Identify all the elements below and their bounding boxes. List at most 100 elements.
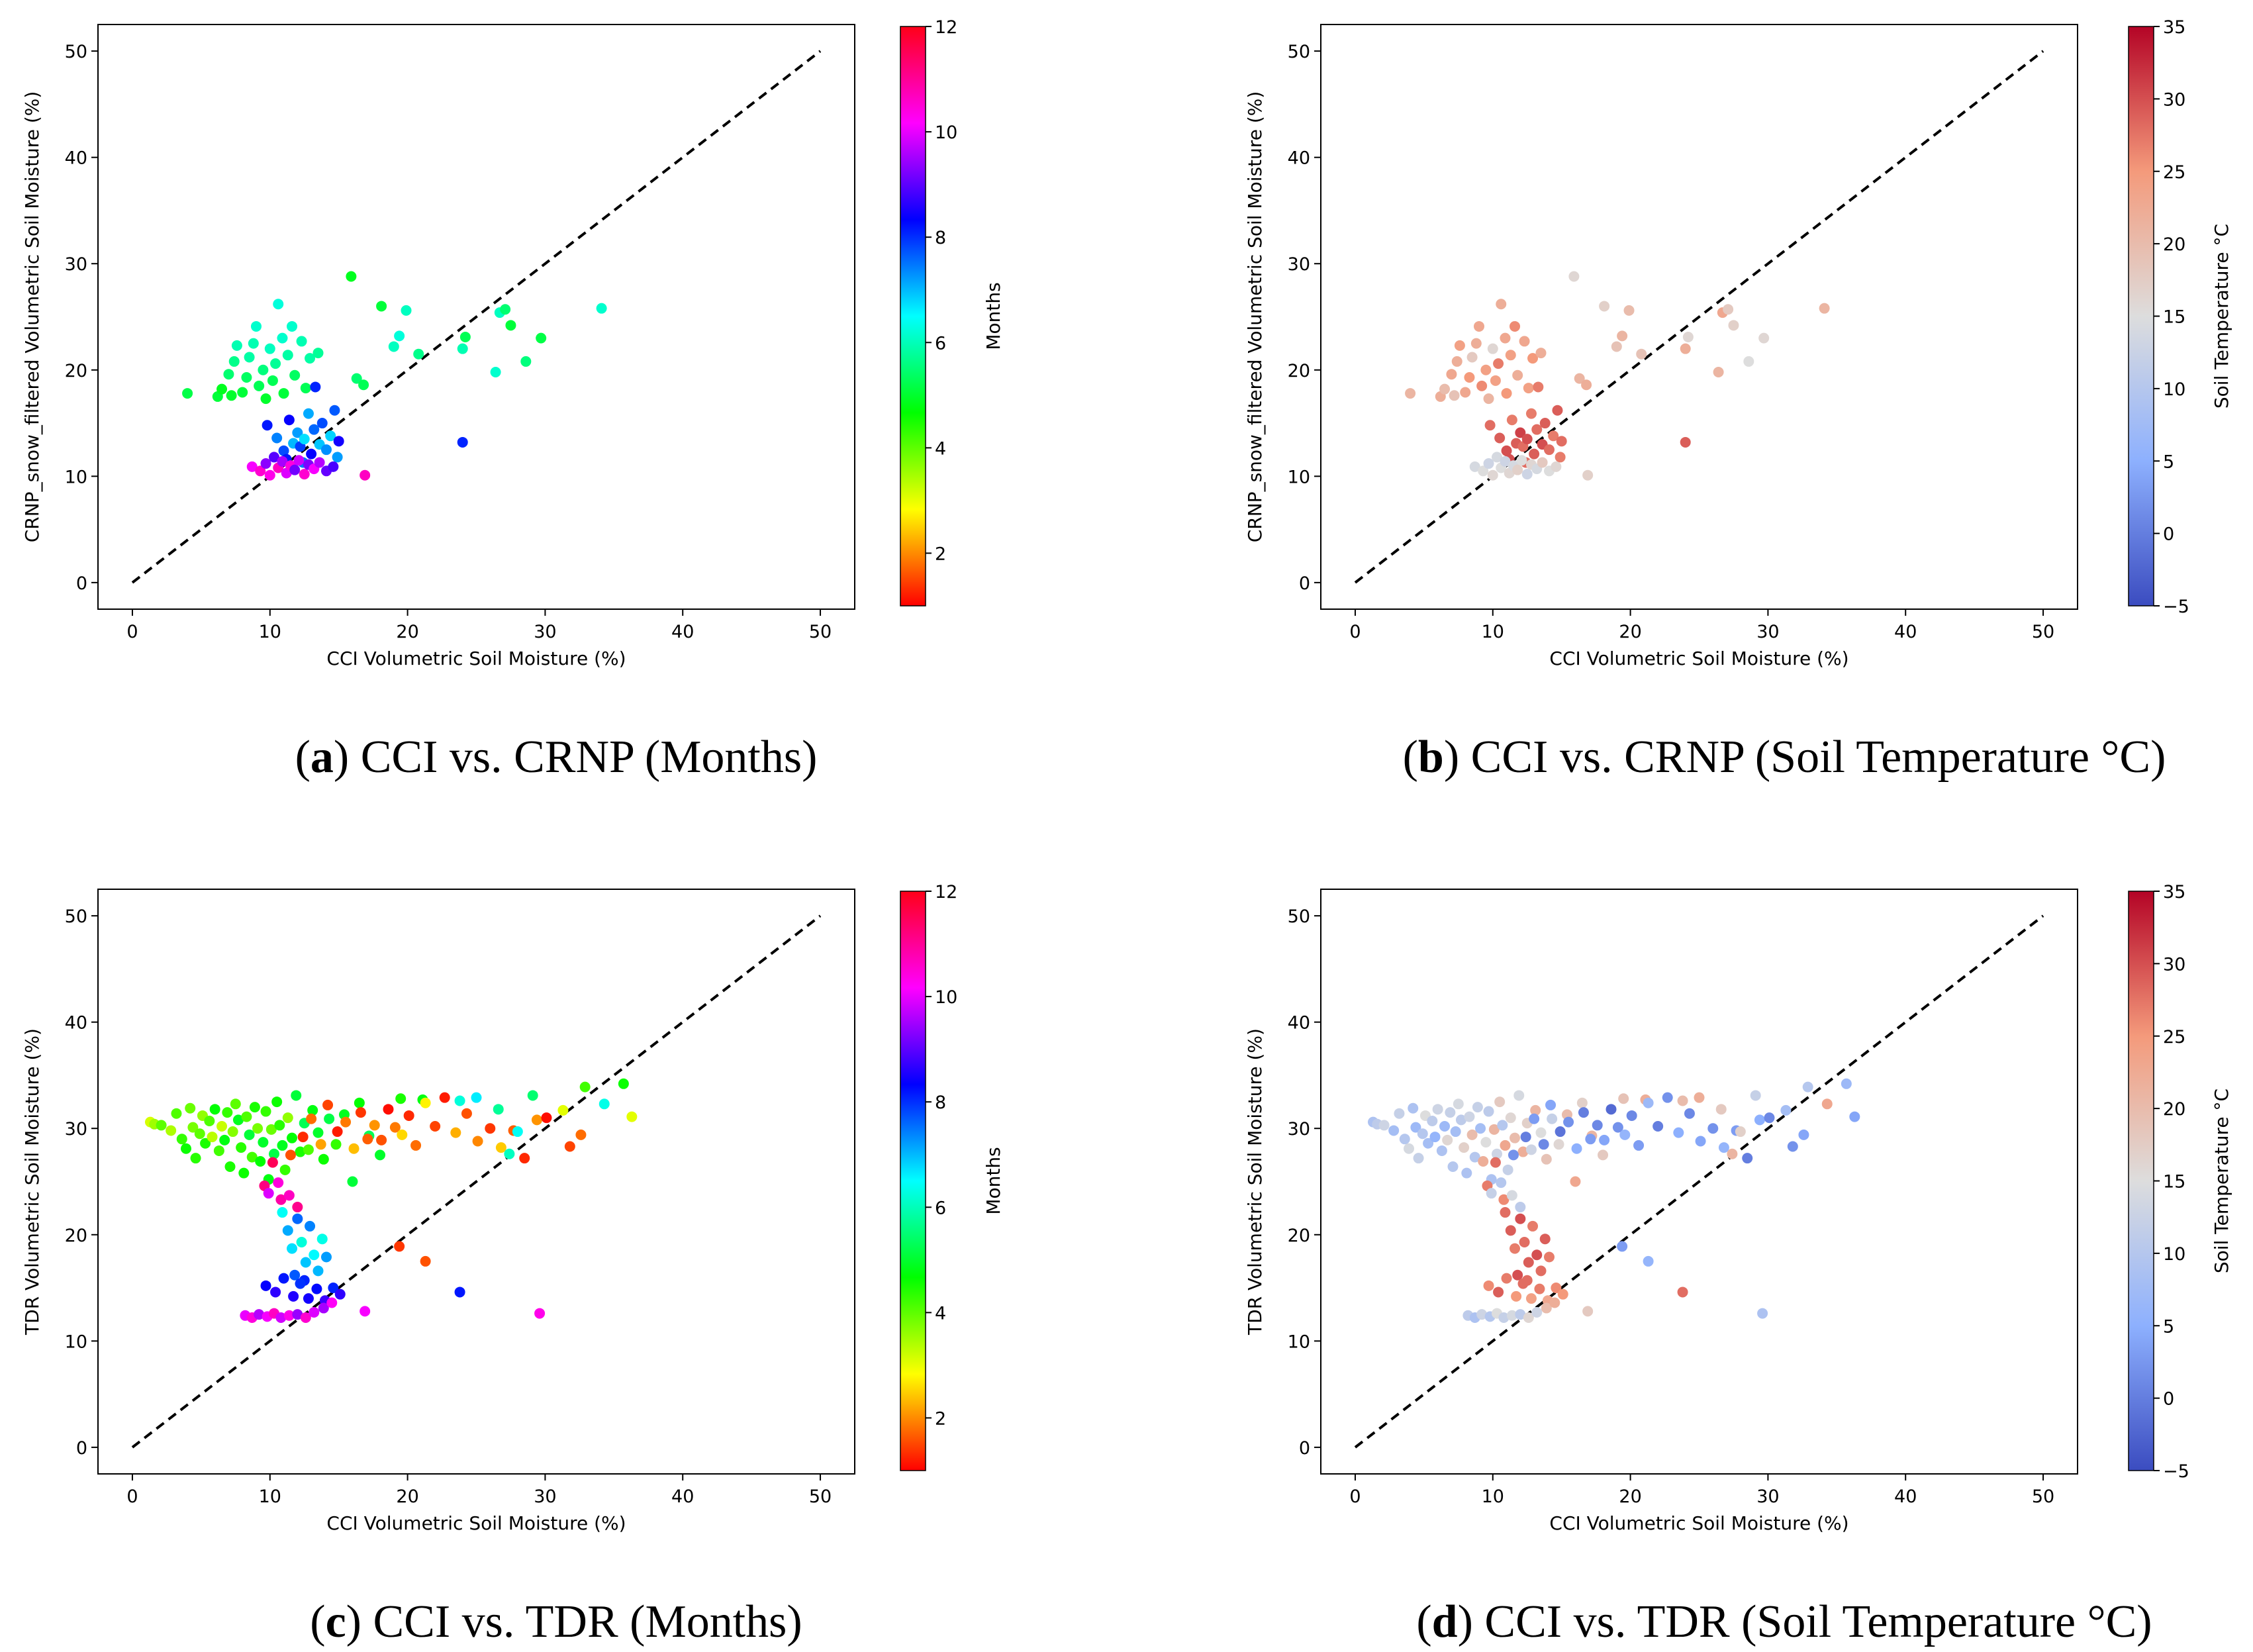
y-tick-label: 0 xyxy=(1299,1438,1310,1459)
data-point xyxy=(420,1255,431,1267)
data-point xyxy=(316,418,328,429)
data-point xyxy=(287,1243,298,1254)
data-point xyxy=(292,1213,303,1224)
data-point xyxy=(270,1287,281,1298)
data-point xyxy=(1513,1090,1525,1101)
data-point xyxy=(531,1114,542,1126)
y-tick-label: 30 xyxy=(1288,254,1310,275)
data-point xyxy=(292,1202,303,1213)
data-point xyxy=(1780,1104,1792,1116)
data-point xyxy=(557,1104,569,1116)
data-point xyxy=(324,1113,335,1124)
data-point xyxy=(249,1102,260,1113)
data-point xyxy=(354,1097,365,1108)
data-point xyxy=(348,1143,360,1154)
y-tick-label: 40 xyxy=(65,1013,87,1034)
y-tick-label: 30 xyxy=(65,254,87,275)
data-point xyxy=(282,1225,293,1236)
data-point xyxy=(267,1157,278,1168)
data-point xyxy=(1510,1243,1521,1254)
data-point xyxy=(187,1122,199,1133)
data-point xyxy=(397,1129,408,1140)
x-tick-label: 40 xyxy=(671,1486,694,1507)
data-point xyxy=(1552,405,1563,416)
data-point xyxy=(1378,1120,1390,1131)
y-tick-label: 50 xyxy=(1288,906,1310,927)
data-point xyxy=(200,1138,211,1149)
data-point xyxy=(1576,1097,1588,1108)
x-tick-label: 10 xyxy=(1482,622,1504,642)
data-point xyxy=(326,1297,338,1308)
x-tick-label: 0 xyxy=(126,1486,138,1507)
data-point xyxy=(329,405,340,416)
data-point xyxy=(1643,1097,1654,1108)
data-point xyxy=(1488,1124,1500,1135)
data-point xyxy=(1480,364,1492,375)
panel-a: 0 10 20 30 40 50 0 10 20 30 40 50 CCI Volumetric So… xyxy=(21,17,1004,783)
data-point xyxy=(1476,380,1488,391)
data-point xyxy=(1841,1078,1852,1089)
data-point xyxy=(1598,1149,1609,1161)
data-point xyxy=(1466,352,1478,363)
data-point xyxy=(316,1234,328,1245)
data-point xyxy=(260,458,271,469)
data-point xyxy=(332,1126,343,1138)
data-point xyxy=(277,1140,288,1151)
data-point xyxy=(1476,1309,1488,1320)
data-point xyxy=(1531,424,1543,435)
data-point xyxy=(246,1151,258,1163)
data-point xyxy=(1728,320,1739,331)
data-point xyxy=(596,303,607,314)
data-point xyxy=(309,1306,320,1318)
data-point xyxy=(1606,1104,1617,1115)
y-tick-label: 50 xyxy=(65,906,87,927)
data-point xyxy=(300,383,311,394)
data-point xyxy=(1549,1297,1560,1308)
data-point xyxy=(1515,1309,1526,1320)
data-point xyxy=(296,336,307,347)
data-point xyxy=(1505,1225,1516,1236)
x-tick-label: 20 xyxy=(396,622,418,642)
data-point xyxy=(401,305,412,316)
data-point xyxy=(1557,1288,1568,1300)
colorbar-tick-label: 4 xyxy=(935,1303,946,1324)
data-point xyxy=(1449,390,1460,401)
data-point xyxy=(1555,452,1566,463)
data-point xyxy=(283,1190,295,1201)
one-to-one-line xyxy=(1354,914,2044,1449)
colorbar-tick-label: 8 xyxy=(935,228,946,248)
data-point xyxy=(207,1132,218,1143)
colorbar-tick-label: 8 xyxy=(935,1093,946,1113)
colorbar-tick-label: 6 xyxy=(935,1198,946,1218)
data-point xyxy=(403,1110,414,1121)
data-point xyxy=(355,1107,366,1118)
data-point xyxy=(226,390,237,401)
data-point xyxy=(1494,1096,1506,1108)
data-point xyxy=(383,1104,394,1115)
data-point xyxy=(1821,1098,1833,1110)
data-point xyxy=(527,1090,538,1101)
data-point xyxy=(1525,1144,1537,1155)
data-point xyxy=(283,1310,295,1321)
data-point xyxy=(394,1241,405,1252)
colorbar-label: Months xyxy=(983,282,1004,350)
colorbar-tick-label: 5 xyxy=(2163,1316,2174,1337)
one-to-one-line xyxy=(1354,50,2044,584)
data-point xyxy=(291,1090,302,1101)
data-point xyxy=(227,1126,238,1138)
data-point xyxy=(1405,388,1416,399)
data-point xyxy=(306,1113,317,1124)
data-point xyxy=(1496,1177,1507,1189)
data-point xyxy=(1516,455,1527,466)
data-point xyxy=(599,1098,610,1110)
data-point xyxy=(1483,1280,1494,1291)
data-point xyxy=(457,436,468,448)
data-point xyxy=(1617,330,1628,342)
data-point xyxy=(1511,1290,1522,1302)
data-point xyxy=(1535,348,1547,359)
data-point xyxy=(1505,350,1516,361)
data-point xyxy=(1742,1153,1753,1164)
colorbar-tick-label: 25 xyxy=(2163,162,2185,183)
data-point xyxy=(1410,1122,1421,1133)
data-point xyxy=(439,1092,450,1103)
